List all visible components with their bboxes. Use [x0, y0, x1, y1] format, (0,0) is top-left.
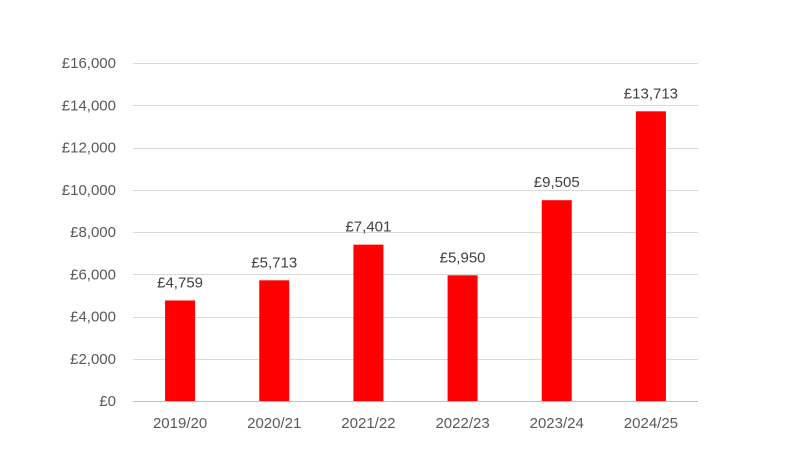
data-labels: £4,759 £5,713 £7,401 £5,950 £9,505 £13,713: [157, 85, 678, 291]
bar-2022-23: [447, 275, 478, 401]
y-tick-label: £8,000: [70, 224, 116, 241]
bar-2023-24: [541, 200, 572, 401]
x-tick-label: 2022/23: [435, 415, 489, 432]
y-tick-label: £4,000: [70, 309, 116, 326]
x-tick-label: 2020/21: [247, 415, 301, 432]
x-axis-tick-labels: 2019/20 2020/21 2021/22 2022/23 2023/24 2024/…: [153, 415, 678, 432]
y-tick-label: £0: [99, 393, 116, 410]
y-tick-label: £12,000: [62, 140, 116, 157]
y-axis-tick-labels: £0 £2,000 £4,000 £6,000 £8,000 £10,000 £12,000…: [62, 55, 116, 410]
data-label: £5,950: [440, 249, 486, 266]
data-label: £4,759: [157, 274, 203, 291]
x-tick-label: 2023/24: [530, 415, 584, 432]
x-tick-label: 2024/25: [624, 415, 678, 432]
y-tick-label: £2,000: [70, 351, 116, 368]
y-tick-label: £14,000: [62, 97, 116, 114]
gridlines: [133, 63, 698, 360]
data-label: £9,505: [534, 174, 580, 191]
data-label: £13,713: [624, 85, 678, 102]
bar-2020-21: [259, 280, 290, 401]
y-tick-label: £10,000: [62, 182, 116, 199]
y-tick-label: £6,000: [70, 266, 116, 283]
data-label: £5,713: [251, 254, 297, 271]
x-tick-label: 2021/22: [341, 415, 395, 432]
x-tick-label: 2019/20: [153, 415, 207, 432]
bars: [165, 111, 666, 402]
y-tick-label: £16,000: [62, 55, 116, 72]
data-label: £7,401: [345, 219, 391, 236]
bar-2024-25: [635, 111, 666, 402]
bar-2021-22: [353, 244, 384, 401]
bar-2019-20: [165, 300, 196, 401]
